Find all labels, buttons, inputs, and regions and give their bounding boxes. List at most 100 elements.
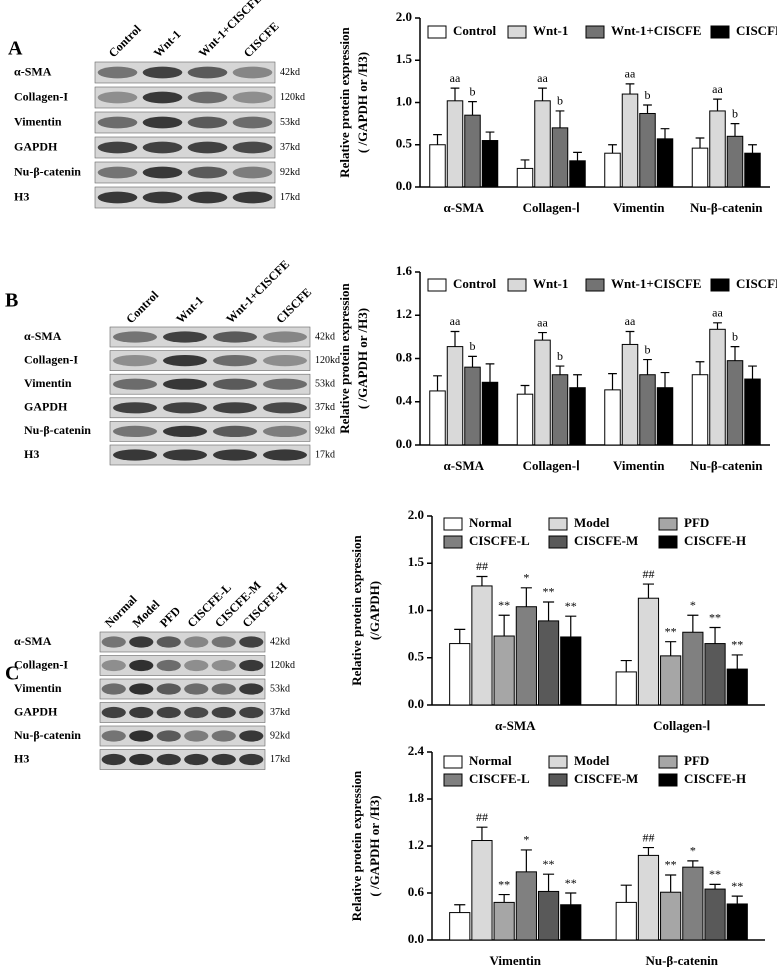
error-bar <box>730 346 740 361</box>
blot-band <box>213 331 257 343</box>
error-bar <box>543 873 555 892</box>
blot-band <box>211 706 236 719</box>
error-bar <box>695 361 705 375</box>
error-bar <box>709 883 721 890</box>
error-bar <box>695 137 705 149</box>
bar <box>726 903 748 941</box>
x-tick-label: Vimentin <box>489 953 541 967</box>
blot-row-label: GAPDH <box>14 704 58 718</box>
error-bar <box>454 628 466 644</box>
bar <box>516 167 534 188</box>
error-bar <box>665 874 677 893</box>
x-tick-label: α-SMA <box>444 200 485 215</box>
significance-label: ** <box>731 638 743 652</box>
blot-size-label: 37kd <box>280 142 300 153</box>
blot-band <box>211 753 236 766</box>
significance-label: * <box>523 833 529 847</box>
y-tick-label: 2.0 <box>408 507 424 522</box>
blot-row-label: α-SMA <box>14 64 52 78</box>
y-tick-label: 0.0 <box>396 178 412 193</box>
legend-label: PFD <box>684 515 709 530</box>
y-tick-label: 1.2 <box>408 837 424 852</box>
legend-swatch <box>548 535 568 549</box>
blot-band <box>163 378 207 390</box>
y-tick-label: 1.5 <box>396 51 413 66</box>
y-tick-label: 2.0 <box>396 9 412 24</box>
significance-label: aa <box>712 306 723 320</box>
y-axis-label: ( /GAPDH or /H3) <box>355 308 370 409</box>
error-bar <box>665 641 677 656</box>
blot-strip <box>94 86 276 109</box>
blot-band <box>232 166 273 179</box>
blot-band <box>113 425 157 437</box>
y-tick-label: 0.4 <box>396 393 413 408</box>
blot-row-label: Nu-β-catenin <box>14 728 81 742</box>
blot-row-label: Vimentin <box>14 681 62 695</box>
significance-label: ## <box>476 810 488 824</box>
bar <box>446 100 464 188</box>
x-tick-label: Collagen-Ⅰ <box>653 718 710 733</box>
y-axis-label: Relative protein expression <box>349 770 364 921</box>
blot-band <box>113 331 157 343</box>
legend-swatch <box>548 517 568 531</box>
blot-band <box>184 730 209 742</box>
blot-band <box>101 659 126 672</box>
blot-row-label: H3 <box>14 751 29 765</box>
error-bar <box>687 860 699 868</box>
significance-label: b <box>732 329 738 343</box>
blot-band <box>142 116 183 129</box>
bar <box>704 643 726 706</box>
blot-band <box>187 66 228 79</box>
blot-strip <box>94 111 276 134</box>
legend-label: CISCFE-H <box>684 533 746 548</box>
bar <box>429 390 446 446</box>
legend-label: Wnt-1+CISCFE <box>611 23 701 38</box>
legend-label: Control <box>453 276 496 291</box>
bar <box>534 100 551 188</box>
blot-row-label: Collagen-I <box>14 89 68 103</box>
legend-label: CISCFE-L <box>469 771 530 786</box>
blot-band <box>156 730 181 742</box>
blot-size-label: 92kd <box>315 426 335 437</box>
bar <box>560 904 582 941</box>
bar <box>604 389 621 446</box>
bar <box>639 112 656 188</box>
error-bar <box>731 654 743 670</box>
blot-band <box>213 402 257 414</box>
blot-band <box>101 730 126 742</box>
blot-band <box>187 166 228 179</box>
y-tick-label: 0.8 <box>396 349 413 364</box>
bar <box>537 890 560 941</box>
y-tick-label: 0.6 <box>408 884 425 899</box>
significance-label: aa <box>537 71 548 85</box>
legend-swatch <box>427 25 447 39</box>
blot-band <box>263 449 307 461</box>
significance-label: ** <box>565 876 577 890</box>
blot-row-label: Collagen-I <box>14 657 68 671</box>
blot-band <box>113 449 157 461</box>
legend-label: Wnt-1+CISCFE <box>611 276 701 291</box>
legend-label: PFD <box>684 753 709 768</box>
significance-label: b <box>557 349 563 363</box>
blot-band <box>101 753 126 766</box>
blot-size-label: 42kd <box>315 331 335 342</box>
significance-label: ## <box>476 559 488 573</box>
error-bar <box>730 123 740 137</box>
legend-swatch <box>585 278 605 292</box>
error-bar <box>608 144 617 154</box>
legend-swatch <box>548 755 568 769</box>
significance-label: aa <box>625 67 636 81</box>
blot-row-label: Vimentin <box>24 376 72 390</box>
significance-label: b <box>732 106 738 120</box>
blot-strip <box>109 444 311 466</box>
y-axis-label: Relative protein expression <box>349 535 364 686</box>
blot-band <box>263 355 307 367</box>
error-bar <box>498 893 510 903</box>
bar <box>537 620 560 706</box>
blot-row-label: Vimentin <box>14 114 62 128</box>
blot-band <box>184 706 209 719</box>
blot-band <box>97 191 138 204</box>
bar <box>493 635 515 706</box>
blot-band <box>97 116 138 129</box>
lane-label: Control <box>123 288 161 326</box>
